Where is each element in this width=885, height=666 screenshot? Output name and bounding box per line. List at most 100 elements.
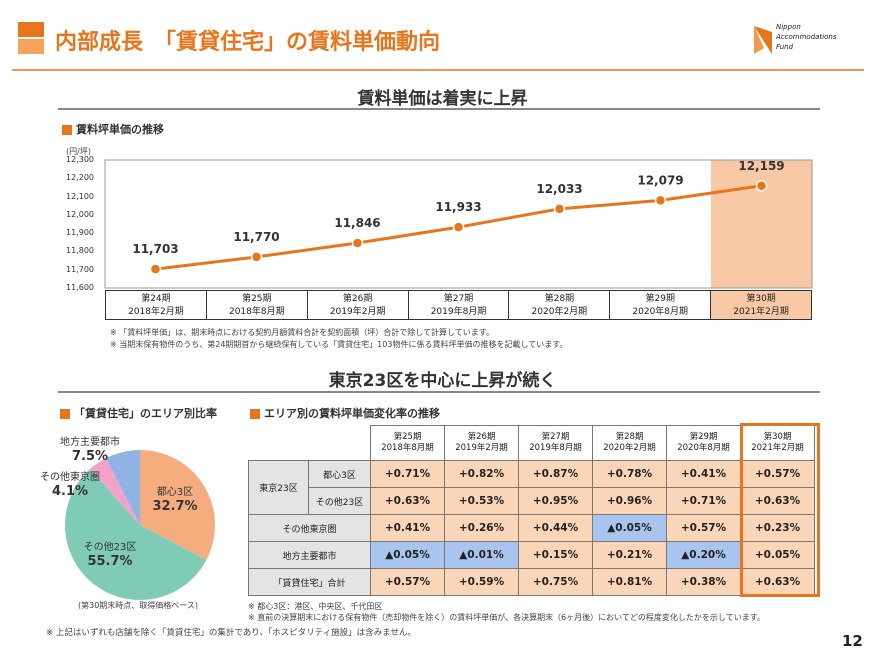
column-header: 第29期 2020年8月期 <box>666 425 741 461</box>
y-tick-label: 11,600 <box>66 283 94 292</box>
y-tick-label: 11,700 <box>66 264 94 274</box>
pie-caption: (第30期末時点、取得価格ベース) <box>78 601 199 610</box>
rate-cell: +0.81% <box>592 568 667 596</box>
rate-cell: +0.38% <box>666 568 741 596</box>
plot-frame <box>104 159 813 289</box>
data-label: 11,703 <box>132 242 178 256</box>
period-label: 第24期 <box>141 294 171 304</box>
row-label: その他東京圏 <box>248 514 371 542</box>
data-point <box>250 251 263 263</box>
rent-line-chart: 11,703 11,770 11,846 11,933 12,033 12,079 12,1… <box>104 159 813 289</box>
period-cell: 第28期 2020年2月期 <box>509 291 611 319</box>
page-number: 12 <box>842 632 863 650</box>
period-label: 第25期 <box>242 294 272 304</box>
pie-slice-label: その他23区 <box>84 540 137 553</box>
table-label: エリア別の賃料坪単価変化率の推移 <box>250 405 440 421</box>
table-row: その他23区 +0.63% +0.53% +0.95% +0.96% +0.71% +0.6… <box>249 487 815 515</box>
section2-divider <box>58 391 820 393</box>
rate-cell: +0.75% <box>518 568 593 596</box>
period-cell: 第29期 2020年8月期 <box>610 291 712 319</box>
rate-cell: +0.78% <box>592 460 667 488</box>
pie-slice <box>90 458 140 525</box>
table-note-2: ※ 直前の決算期末における保有物件（売却物件を除く）の賃料坪単価が、各決算期末（… <box>248 613 765 622</box>
data-point <box>755 180 768 192</box>
rate-cell: +0.53% <box>444 487 519 515</box>
column-header: 第25期 2018年8月期 <box>370 425 445 461</box>
footer-note: ※ 上記はいずれも店舗を除く「賃貸住宅」の集計であり、「ホスピタリティ施設」は含… <box>46 628 416 638</box>
highlight-band <box>711 160 812 288</box>
period-label: 第27期 <box>443 294 474 304</box>
data-point <box>654 194 667 207</box>
note-2: ※ 当期末保有物件のうち、第24期期首から継続保有している「賃貸住宅」103物件… <box>110 340 568 349</box>
table-row: 東京23区 都心3区 +0.71% +0.82% +0.87% +0.78% +0.41% +… <box>248 460 815 515</box>
y-axis-unit: (円/坪) <box>66 147 91 156</box>
pie-label: 「賃貸住宅」のエリア別比率 <box>60 405 217 421</box>
period-cell: 第26期 2019年2月期 <box>308 291 409 319</box>
y-tick-label: 11,800 <box>66 246 94 256</box>
data-point <box>553 203 566 215</box>
rate-cell: +0.57% <box>370 568 445 596</box>
table-row: 地方主要都市 ▲0.05% ▲0.01% +0.15% +0.21% ▲0.20% +0.0… <box>248 541 815 569</box>
rate-cell: +0.57% <box>740 460 815 488</box>
page-title: 内部成長 「賃貸住宅」の賃料単価動向 <box>55 30 441 55</box>
pie-slice-label: 都心3区 <box>157 486 193 498</box>
rate-cell: +0.71% <box>370 460 445 488</box>
column-header: 第30期 2021年2月期 <box>740 425 815 461</box>
period-date: 2019年8月期 <box>430 307 487 317</box>
data-point <box>149 263 162 275</box>
y-tick-label: 11,900 <box>66 228 94 238</box>
pie-slice <box>65 469 207 600</box>
rate-cell: +0.96% <box>592 487 667 515</box>
header-icon <box>18 22 44 54</box>
rate-cell: +0.21% <box>592 541 667 569</box>
section1-headline: 賃料単価は着実に上昇 <box>357 89 528 109</box>
y-tick-label: 12,100 <box>66 191 94 201</box>
period-cell: 第30期 2021年2月期 <box>711 291 812 319</box>
rate-cell: +0.63% <box>740 487 815 515</box>
rate-cell: +0.57% <box>666 514 741 542</box>
period-table: 第24期 2018年2月期 第25期 2018年8月期 第26期 2019年2月期 第27期… <box>105 290 812 320</box>
y-tick-label: 12,200 <box>66 173 94 183</box>
rate-cell: +0.05% <box>740 541 815 569</box>
period-cell: 第24期 2018年2月期 <box>106 291 207 319</box>
rate-cell: +0.71% <box>666 487 741 515</box>
pie-slice-value: 55.7% <box>87 554 132 569</box>
pie-slice <box>105 450 140 525</box>
period-date: 2018年2月期 <box>128 307 184 317</box>
rate-cell: +0.95% <box>518 487 593 515</box>
pie-slice-label: その他東京圏 <box>40 470 100 483</box>
pie-slice-value: 32.7% <box>152 499 197 514</box>
period-label: 第26期 <box>342 294 373 304</box>
row-label: 都心3区 <box>308 460 371 488</box>
pie-slice-value: 7.5% <box>72 449 108 464</box>
rate-cell: +0.82% <box>444 460 519 488</box>
data-point <box>351 237 364 249</box>
column-header: 第26期 2019年2月期 <box>444 425 519 461</box>
pie-slice-label: 地方主要都市 <box>60 435 120 448</box>
rate-cell: +0.41% <box>666 460 741 488</box>
empty-corner <box>249 426 371 461</box>
rate-cell: +0.15% <box>518 541 593 569</box>
row-label: その他23区 <box>308 487 371 515</box>
rate-cell: +0.63% <box>740 568 815 596</box>
rate-cell: +0.23% <box>740 514 815 542</box>
change-rate-table: 第25期 2018年8月期 第26期 2019年2月期 第27期 2019年8月期 第28期… <box>248 425 815 596</box>
period-date: 2020年8月期 <box>632 307 689 317</box>
rate-cell: ▲0.20% <box>666 541 741 569</box>
rate-cell: +0.44% <box>518 514 593 542</box>
group-label: 東京23区 <box>248 460 309 515</box>
latest-column-highlight <box>740 423 820 597</box>
table-header-row: 第25期 2018年8月期 第26期 2019年2月期 第27期 2019年8月期 第28期… <box>249 425 815 461</box>
period-cell: 第25期 2018年8月期 <box>207 291 308 319</box>
data-label: 11,846 <box>334 216 380 230</box>
table-row: その他東京圏 +0.41% +0.26% +0.44% ▲0.05% +0.57% +0.2… <box>248 514 815 542</box>
rate-cell: +0.63% <box>370 487 445 515</box>
data-label: 11,933 <box>435 200 481 214</box>
rate-cell: ▲0.05% <box>370 541 445 569</box>
period-date: 2018年8月期 <box>228 307 285 317</box>
data-label: 11,770 <box>233 230 279 244</box>
data-label: 12,159 <box>738 159 784 173</box>
column-header: 第27期 2019年8月期 <box>518 425 593 461</box>
row-label: 地方主要都市 <box>248 541 371 569</box>
